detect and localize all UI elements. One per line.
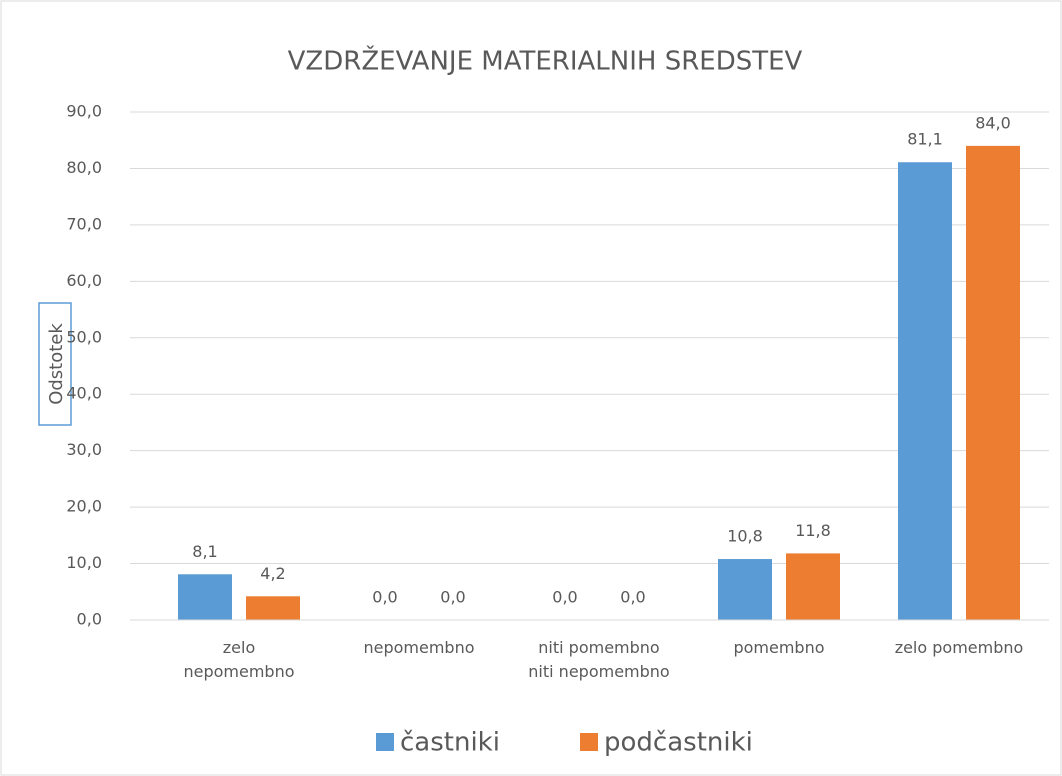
x-tick-label: pomembno bbox=[733, 638, 825, 657]
data-label: 0,0 bbox=[552, 588, 577, 607]
data-label: 0,0 bbox=[620, 588, 645, 607]
bar bbox=[178, 574, 232, 620]
data-label: 10,8 bbox=[727, 527, 763, 546]
data-label: 84,0 bbox=[975, 113, 1011, 132]
data-label: 0,0 bbox=[440, 588, 465, 607]
legend-swatch bbox=[376, 733, 394, 751]
y-tick-label: 50,0 bbox=[66, 327, 102, 346]
y-tick-label: 70,0 bbox=[66, 214, 102, 233]
data-label: 81,1 bbox=[907, 130, 943, 149]
data-label: 11,8 bbox=[795, 521, 831, 540]
x-tick-label: zelo nepomembno bbox=[183, 638, 295, 681]
bar bbox=[966, 145, 1020, 620]
y-tick-label: 20,0 bbox=[66, 497, 102, 516]
y-tick-label: 30,0 bbox=[66, 440, 102, 459]
legend-label: podčastniki bbox=[604, 728, 753, 758]
data-label: 4,2 bbox=[260, 564, 285, 583]
bar bbox=[246, 596, 300, 620]
y-axis-label: Odstotek bbox=[46, 323, 67, 405]
y-tick-label: 10,0 bbox=[66, 553, 102, 572]
y-tick-label: 80,0 bbox=[66, 158, 102, 177]
y-tick-label: 40,0 bbox=[66, 384, 102, 403]
x-tick-label: zelo pomembno bbox=[894, 638, 1024, 657]
bar bbox=[718, 559, 772, 620]
bar bbox=[898, 162, 952, 621]
data-label: 8,1 bbox=[192, 542, 217, 561]
y-tick-label: 90,0 bbox=[66, 102, 102, 121]
legend-swatch bbox=[580, 733, 598, 751]
y-label-box bbox=[38, 302, 72, 426]
bar bbox=[786, 553, 840, 620]
data-label: 0,0 bbox=[372, 588, 397, 607]
y-tick-label: 60,0 bbox=[66, 271, 102, 290]
legend-label: častniki bbox=[400, 728, 500, 758]
x-tick-label: nepomembno bbox=[363, 638, 475, 657]
x-tick-label: niti pomembno niti nepomembno bbox=[528, 638, 670, 681]
y-tick-label: 0,0 bbox=[77, 610, 102, 629]
chart-title: VZDRŽEVANJE MATERIALNIH SREDSTEV bbox=[288, 45, 803, 77]
